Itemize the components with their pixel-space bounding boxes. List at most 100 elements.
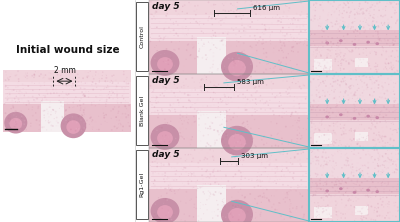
- FancyBboxPatch shape: [136, 150, 148, 219]
- Point: [343, 204, 349, 207]
- Point: [187, 21, 194, 24]
- Point: [162, 187, 168, 190]
- Point: [155, 77, 162, 81]
- Point: [393, 108, 399, 111]
- Point: [372, 143, 379, 147]
- Point: [162, 117, 168, 121]
- Point: [372, 137, 378, 140]
- Point: [154, 214, 161, 218]
- Point: [378, 26, 384, 30]
- Point: [358, 8, 364, 12]
- Point: [363, 20, 369, 24]
- Point: [202, 126, 209, 130]
- Point: [167, 140, 173, 143]
- Point: [282, 192, 288, 196]
- Point: [356, 168, 362, 171]
- Point: [299, 204, 306, 208]
- Point: [68, 101, 74, 105]
- Point: [176, 137, 182, 141]
- Point: [315, 206, 322, 210]
- Point: [312, 108, 319, 112]
- Point: [340, 16, 346, 20]
- Point: [78, 80, 84, 84]
- Point: [173, 155, 179, 159]
- Point: [315, 30, 321, 34]
- Point: [312, 14, 318, 18]
- Point: [335, 74, 342, 78]
- Point: [286, 91, 292, 95]
- Point: [358, 215, 364, 218]
- Point: [63, 91, 69, 95]
- Point: [209, 36, 215, 40]
- Point: [392, 12, 398, 16]
- Point: [290, 176, 296, 180]
- Point: [298, 134, 305, 137]
- Point: [95, 83, 101, 87]
- Point: [122, 112, 128, 115]
- Point: [338, 201, 345, 205]
- Point: [222, 205, 228, 208]
- Point: [349, 191, 355, 194]
- Point: [371, 90, 377, 94]
- Point: [182, 92, 188, 95]
- Point: [90, 125, 96, 129]
- Point: [173, 41, 179, 45]
- Point: [120, 97, 127, 100]
- Point: [312, 6, 319, 9]
- Point: [156, 126, 163, 129]
- Point: [171, 23, 178, 26]
- Point: [152, 170, 158, 174]
- Point: [251, 156, 258, 159]
- Point: [311, 59, 318, 63]
- Point: [176, 121, 182, 124]
- Point: [200, 173, 206, 177]
- Point: [386, 110, 392, 113]
- Point: [191, 17, 197, 21]
- Point: [217, 131, 224, 135]
- Point: [332, 186, 338, 190]
- Point: [386, 99, 392, 103]
- Point: [371, 102, 377, 106]
- Point: [374, 32, 380, 36]
- Point: [101, 86, 108, 90]
- Point: [171, 34, 177, 37]
- Point: [334, 47, 340, 50]
- Point: [324, 48, 331, 52]
- Point: [152, 110, 158, 113]
- Point: [374, 1, 380, 4]
- Point: [41, 125, 47, 129]
- Bar: [3, 70, 131, 132]
- Point: [335, 52, 341, 56]
- Point: [328, 131, 335, 134]
- Point: [183, 170, 189, 174]
- Point: [376, 153, 383, 157]
- Point: [66, 106, 72, 109]
- Point: [83, 122, 89, 125]
- Point: [391, 1, 397, 4]
- Point: [294, 12, 300, 16]
- Point: [332, 95, 339, 98]
- Point: [375, 152, 382, 155]
- Point: [271, 159, 278, 162]
- Point: [69, 118, 75, 122]
- Point: [324, 54, 330, 57]
- Point: [296, 126, 303, 130]
- Point: [308, 33, 315, 36]
- Point: [343, 132, 349, 135]
- Point: [163, 4, 169, 7]
- Point: [299, 143, 306, 147]
- Point: [15, 81, 22, 85]
- Point: [281, 111, 288, 115]
- Point: [350, 28, 356, 31]
- Point: [314, 54, 320, 58]
- Point: [106, 90, 113, 93]
- Point: [31, 73, 37, 76]
- Point: [325, 143, 332, 147]
- Point: [314, 148, 321, 152]
- Point: [233, 15, 240, 19]
- Point: [255, 195, 262, 198]
- Point: [272, 95, 278, 99]
- Point: [211, 128, 217, 132]
- Point: [232, 12, 238, 15]
- Point: [370, 145, 377, 149]
